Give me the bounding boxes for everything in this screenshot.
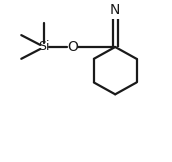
Text: N: N [110, 3, 120, 17]
Text: O: O [67, 40, 78, 54]
Text: Si: Si [38, 40, 50, 53]
